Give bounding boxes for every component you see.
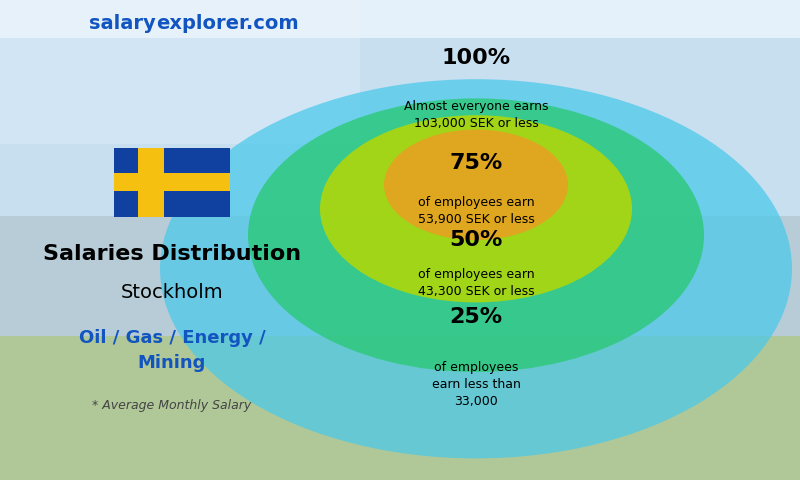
- FancyBboxPatch shape: [114, 148, 230, 217]
- Text: of employees earn
53,900 SEK or less: of employees earn 53,900 SEK or less: [418, 196, 534, 226]
- FancyBboxPatch shape: [114, 173, 230, 192]
- Bar: [0, 0, 360, 144]
- Circle shape: [160, 79, 792, 458]
- Bar: [0, 216, 800, 336]
- Text: 50%: 50%: [450, 230, 502, 250]
- Bar: [0, 0, 800, 38]
- Text: Salaries Distribution: Salaries Distribution: [43, 244, 301, 264]
- Text: Oil / Gas / Energy /
Mining: Oil / Gas / Energy / Mining: [78, 329, 266, 372]
- Text: 100%: 100%: [442, 48, 510, 68]
- Text: 25%: 25%: [450, 307, 502, 327]
- Text: * Average Monthly Salary: * Average Monthly Salary: [92, 399, 252, 412]
- Circle shape: [320, 115, 632, 302]
- Text: of employees
earn less than
33,000: of employees earn less than 33,000: [431, 360, 521, 408]
- Bar: [0, 0, 800, 216]
- Circle shape: [384, 130, 568, 240]
- Text: Stockholm: Stockholm: [121, 283, 223, 302]
- Text: 75%: 75%: [450, 153, 502, 173]
- FancyBboxPatch shape: [138, 148, 164, 217]
- Text: salary: salary: [90, 13, 156, 33]
- Text: of employees earn
43,300 SEK or less: of employees earn 43,300 SEK or less: [418, 268, 534, 298]
- Bar: [0, 336, 800, 480]
- Text: Almost everyone earns
103,000 SEK or less: Almost everyone earns 103,000 SEK or les…: [404, 100, 548, 130]
- Circle shape: [248, 98, 704, 372]
- Text: explorer.com: explorer.com: [156, 13, 298, 33]
